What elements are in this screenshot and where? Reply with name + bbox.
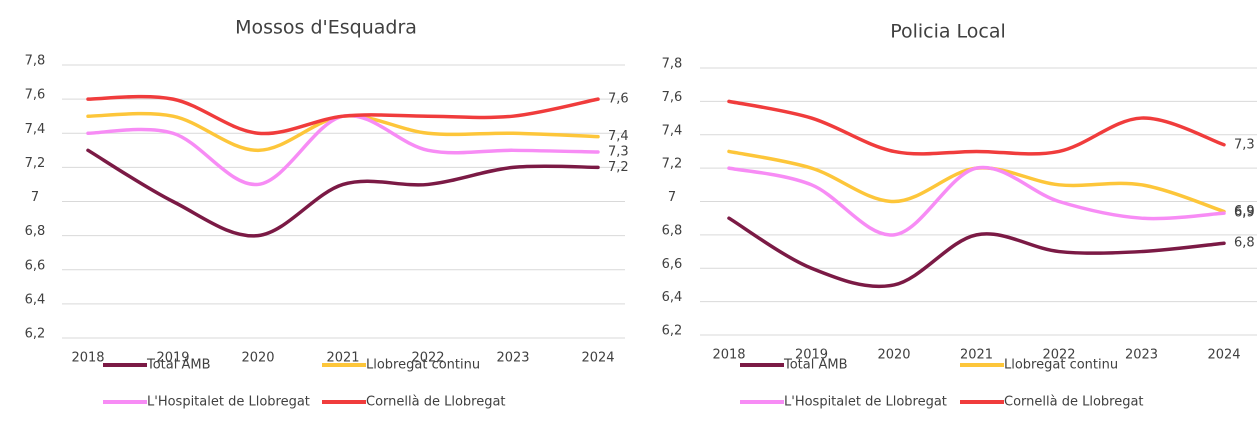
- y-tick-label: 6,2: [25, 327, 46, 342]
- legend-label: Llobregat continu: [366, 358, 480, 373]
- data-label: 6,9: [1234, 206, 1255, 221]
- x-tick-label: 2021: [960, 348, 993, 363]
- chart-title: Mossos d'Esquadra: [235, 17, 417, 39]
- series-line: [86, 148, 600, 238]
- data-label: 7,2: [608, 160, 629, 175]
- x-tick-label: 2022: [411, 351, 444, 366]
- x-tick-label: 2024: [1207, 348, 1240, 363]
- x-tick-label: 2019: [156, 351, 189, 366]
- x-tick-label: 2020: [877, 348, 910, 363]
- y-tick-label: 7,2: [662, 157, 683, 172]
- y-tick-label: 7: [668, 190, 676, 205]
- y-tick-label: 6,4: [662, 290, 683, 305]
- x-tick-label: 2020: [241, 351, 274, 366]
- legend-label: L'Hospitalet de Llobregat: [784, 395, 947, 410]
- y-tick-label: 6,2: [662, 324, 683, 339]
- x-tick-label: 2021: [326, 351, 359, 366]
- series-line: [727, 165, 1226, 237]
- y-tick-label: 6,6: [662, 257, 683, 272]
- y-tick-label: 7,8: [662, 57, 683, 72]
- series-line: [727, 216, 1226, 289]
- legend-label: L'Hospitalet de Llobregat: [147, 395, 310, 410]
- data-label: 7,4: [608, 129, 629, 144]
- series-line: [86, 94, 600, 136]
- y-tick-label: 7,4: [662, 123, 683, 138]
- y-tick-label: 6,4: [25, 292, 46, 307]
- x-tick-label: 2022: [1042, 348, 1075, 363]
- y-tick-label: 6,8: [662, 223, 683, 238]
- x-tick-label: 2024: [581, 351, 614, 366]
- y-tick-label: 6,6: [25, 258, 46, 273]
- y-tick-label: 7,2: [25, 156, 46, 171]
- series-line: [86, 113, 600, 187]
- chart: Policia Local 6,2 6,4 6,6 6,8 7 7,2 7,4 7,6 7,8 20…: [662, 21, 1257, 410]
- legend-label: Llobregat continu: [1004, 358, 1118, 373]
- series-line: [727, 99, 1226, 156]
- legend-label: Total AMB: [783, 358, 848, 373]
- y-tick-label: 7,6: [662, 90, 683, 105]
- legend-label: Cornellà de Llobregat: [366, 395, 506, 410]
- y-tick-label: 7,4: [25, 122, 46, 137]
- y-tick-label: 7: [31, 190, 39, 205]
- data-label: 7,3: [1234, 137, 1255, 152]
- y-tick-label: 6,8: [25, 224, 46, 239]
- y-tick-label: 7,6: [25, 88, 46, 103]
- chart: Mossos d'Esquadra 6,2 6,4 6,6 6,8 7 7,2 7,4 7,6 7…: [25, 17, 629, 410]
- x-tick-label: 2018: [71, 351, 104, 366]
- legend-label: Total AMB: [146, 358, 211, 373]
- y-tick-label: 7,8: [25, 54, 46, 69]
- x-tick-label: 2018: [712, 348, 745, 363]
- x-tick-label: 2019: [795, 348, 828, 363]
- data-label: 6,8: [1234, 236, 1255, 251]
- data-label: 7,6: [608, 92, 629, 107]
- x-tick-label: 2023: [496, 351, 529, 366]
- x-tick-label: 2023: [1125, 348, 1158, 363]
- chart-title: Policia Local: [890, 21, 1006, 43]
- data-label: 6,9: [1234, 204, 1255, 219]
- data-label: 7,3: [608, 145, 629, 160]
- legend-label: Cornellà de Llobregat: [1004, 395, 1144, 410]
